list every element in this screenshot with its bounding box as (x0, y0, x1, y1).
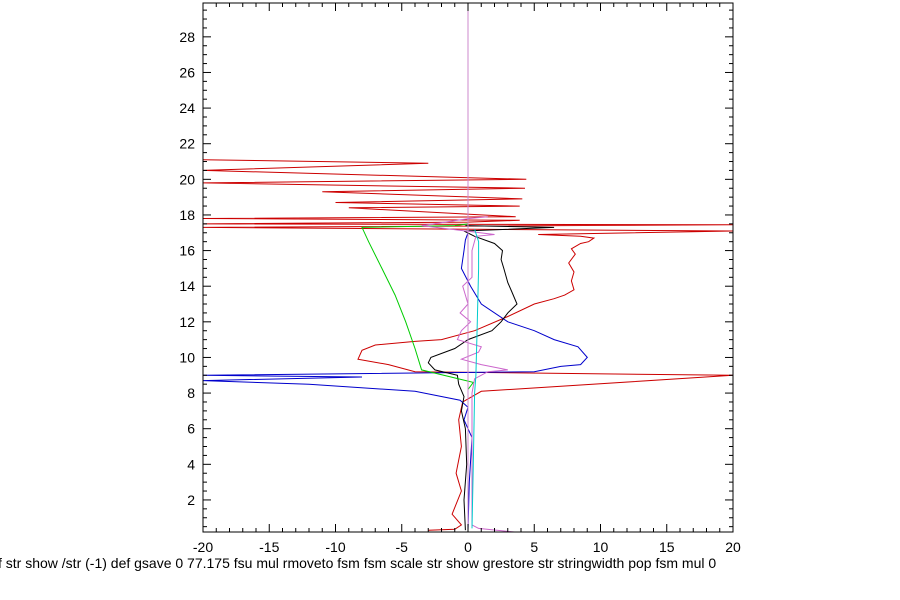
x-tick-label: -15 (259, 539, 279, 555)
x-tick-label: 15 (659, 539, 675, 555)
y-tick-label: 6 (187, 421, 195, 437)
series-line-black (427, 225, 555, 531)
series-layer (203, 3, 733, 532)
x-axis-label: f str show /str (-1) def gsave 0 77.175 … (0, 555, 716, 571)
series-line-violet (421, 216, 515, 532)
series-line-cyan (471, 229, 480, 529)
axis-layer: -20 -15 -10 -5 0 5 10 15 20246810121416182022242… (179, 3, 741, 555)
y-tick-label: 18 (179, 207, 195, 223)
y-tick-label: 16 (179, 243, 195, 259)
x-tick-label: 0 (464, 539, 472, 555)
y-tick-label: 28 (179, 29, 195, 45)
x-tick-label: 10 (593, 539, 609, 555)
x-tick-label: -20 (193, 539, 213, 555)
series-line-red (203, 159, 733, 531)
y-tick-label: 4 (187, 456, 195, 472)
y-tick-label: 12 (179, 314, 195, 330)
y-tick-label: 10 (179, 349, 195, 365)
series-line-blue (203, 232, 588, 531)
x-tick-label: 5 (530, 539, 538, 555)
y-tick-label: 8 (187, 385, 195, 401)
x-tick-label: -5 (396, 539, 409, 555)
y-tick-label: 24 (179, 100, 195, 116)
y-tick-label: 22 (179, 136, 195, 152)
y-tick-label: 20 (179, 171, 195, 187)
x-tick-label: -10 (325, 539, 345, 555)
y-tick-label: 26 (179, 64, 195, 80)
x-tick-label: 20 (725, 539, 741, 555)
y-tick-label: 2 (187, 492, 195, 508)
y-tick-label: 14 (179, 278, 195, 294)
series-line-green (361, 223, 475, 390)
